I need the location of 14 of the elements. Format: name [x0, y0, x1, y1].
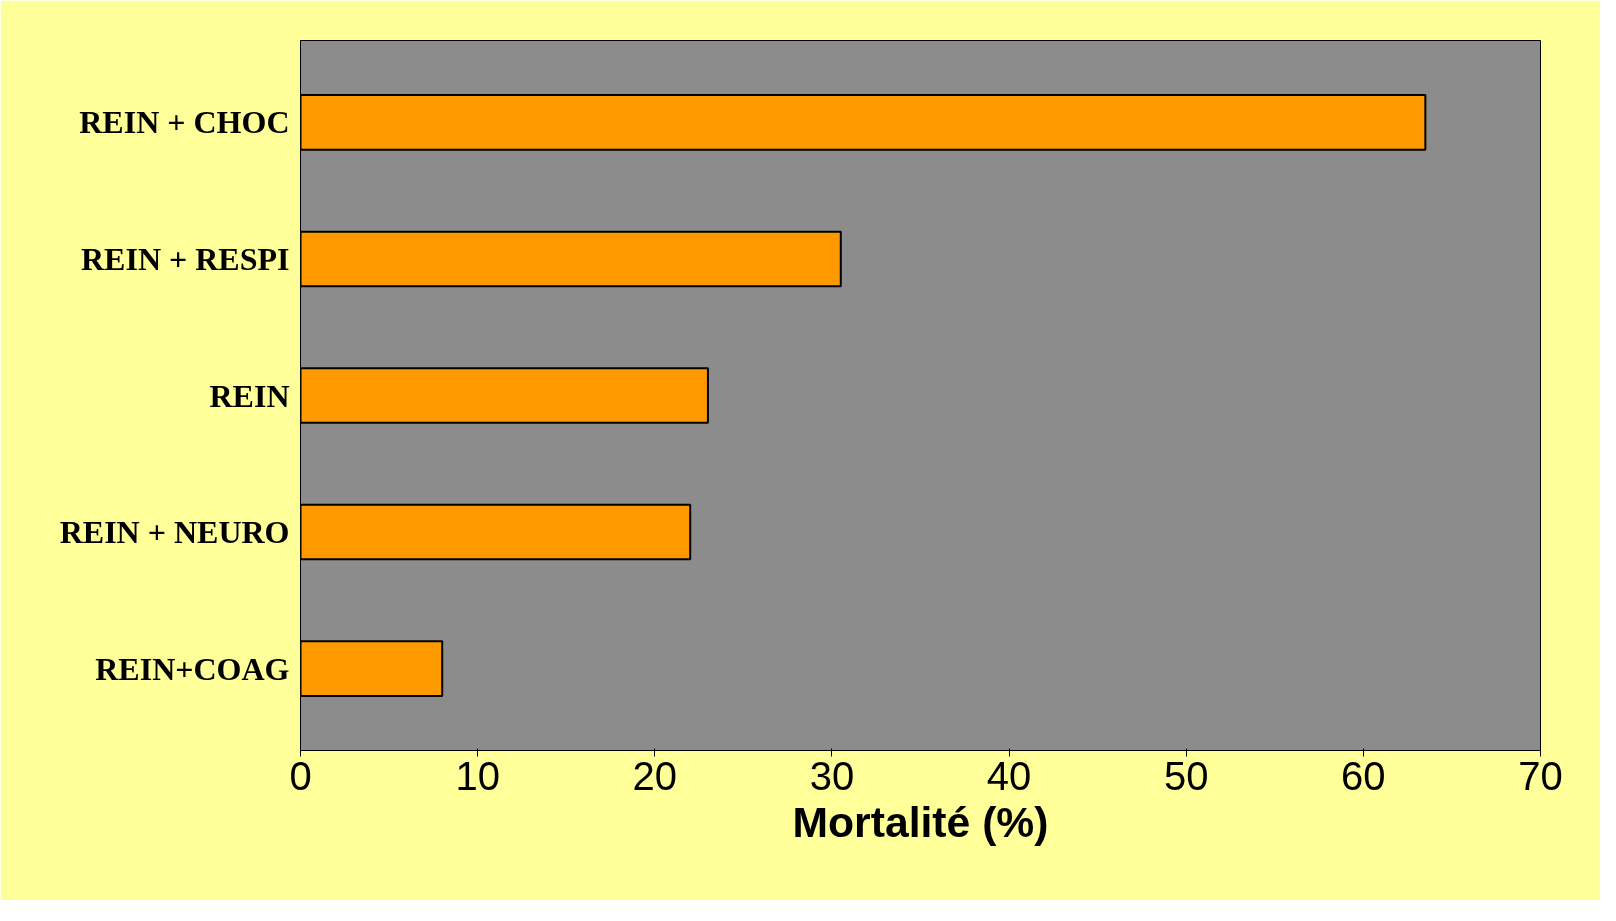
x-tick-label: 70	[1518, 753, 1563, 798]
x-tick-label: 0	[289, 753, 312, 798]
y-tick-label: REIN+COAG	[95, 650, 290, 687]
y-tick-label: REIN + CHOC	[79, 104, 290, 141]
x-tick-label: 60	[1341, 753, 1386, 798]
x-tick-label: 40	[986, 753, 1032, 798]
x-tick-label: 10	[455, 753, 500, 798]
x-tick-label: 30	[809, 753, 855, 798]
x-axis-title: Mortalité (%)	[792, 797, 1049, 846]
y-tick-label: REIN + RESPI	[81, 240, 290, 277]
x-tick-label: 20	[632, 753, 678, 798]
y-tick-label: REIN	[209, 377, 290, 414]
x-tick-label: 50	[1163, 753, 1209, 798]
y-tick-label: REIN + NEURO	[59, 514, 290, 551]
